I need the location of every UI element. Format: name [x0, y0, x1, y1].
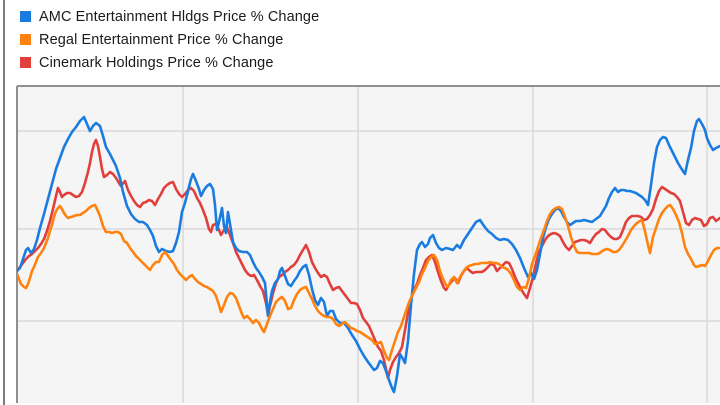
regal-legend-swatch-icon	[20, 34, 31, 45]
cinemark-series-line	[17, 138, 720, 380]
cinemark-legend-swatch-icon	[20, 57, 31, 68]
legend-item-regal[interactable]: Regal Entertainment Price % Change	[20, 28, 319, 51]
legend-label-regal: Regal Entertainment Price % Change	[39, 31, 284, 48]
amc-legend-swatch-icon	[20, 11, 31, 22]
legend-item-amc[interactable]: AMC Entertainment Hldgs Price % Change	[20, 5, 319, 28]
legend-label-amc: AMC Entertainment Hldgs Price % Change	[39, 8, 320, 25]
regal-series-line	[17, 203, 720, 362]
legend-label-cinemark: Cinemark Holdings Price % Change	[39, 54, 274, 71]
plot-border	[16, 85, 720, 403]
left-frame-line	[3, 0, 5, 405]
chart-legend: AMC Entertainment Hldgs Price % Change R…	[20, 5, 319, 74]
legend-item-cinemark[interactable]: Cinemark Holdings Price % Change	[20, 51, 319, 74]
amc-series-line	[17, 115, 720, 394]
plot-area[interactable]	[17, 86, 720, 403]
